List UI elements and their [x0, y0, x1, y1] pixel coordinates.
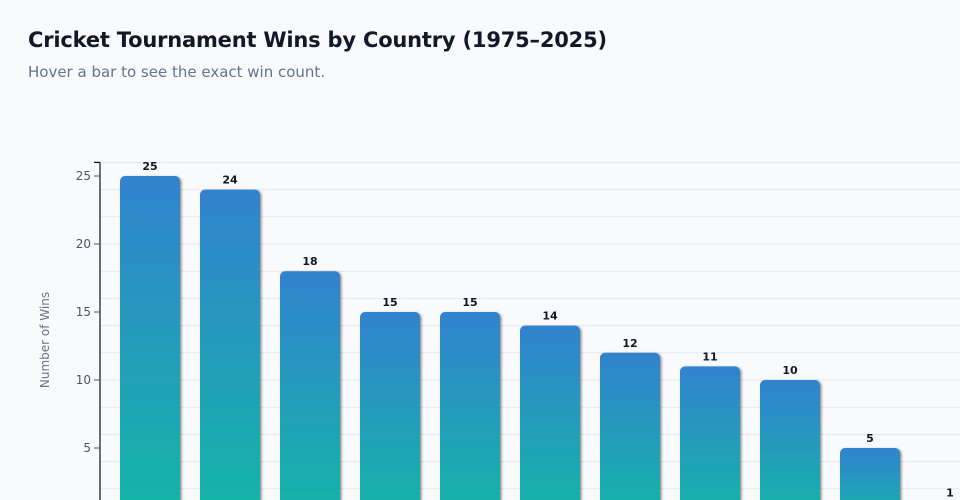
- bar-value-label: 15: [382, 296, 397, 309]
- y-tick-label: 5: [83, 441, 91, 455]
- y-tick-label: 10: [76, 373, 91, 387]
- bar-value-label: 11: [702, 350, 717, 363]
- bar-value-label: 10: [782, 364, 798, 377]
- y-axis-title: Number of Wins: [38, 292, 52, 388]
- bar-value-label: 1: [946, 486, 954, 499]
- bar-value-label: 25: [142, 160, 157, 173]
- y-tick-label: 15: [76, 305, 91, 319]
- bar[interactable]: [760, 380, 820, 500]
- bar-value-label: 5: [866, 432, 874, 445]
- y-tick-label: 20: [76, 237, 91, 251]
- y-axis: 5 10 15 20 25: [76, 161, 101, 500]
- bar[interactable]: [280, 271, 340, 500]
- bar-value-label: 24: [222, 174, 238, 187]
- bar[interactable]: [360, 312, 420, 500]
- bar[interactable]: [200, 189, 260, 500]
- bar[interactable]: [520, 325, 580, 500]
- bar[interactable]: [440, 312, 500, 500]
- bar-value-label: 14: [542, 310, 558, 323]
- bar-value-label: 12: [622, 337, 637, 350]
- bar[interactable]: [600, 352, 660, 500]
- bar-value-label: 18: [302, 255, 317, 268]
- y-tick-label: 25: [76, 169, 91, 183]
- chart-subtitle: Hover a bar to see the exact win count.: [28, 63, 326, 81]
- chart-title: Cricket Tournament Wins by Country (1975…: [28, 28, 607, 52]
- bar[interactable]: [680, 366, 740, 500]
- bar[interactable]: [120, 176, 180, 500]
- bar-value-label: 15: [462, 296, 477, 309]
- bar[interactable]: [840, 448, 900, 500]
- value-labels-layer: 25 24 18 15 15 14 12 11 10 5 1: [142, 160, 953, 499]
- bars-layer: [120, 176, 900, 500]
